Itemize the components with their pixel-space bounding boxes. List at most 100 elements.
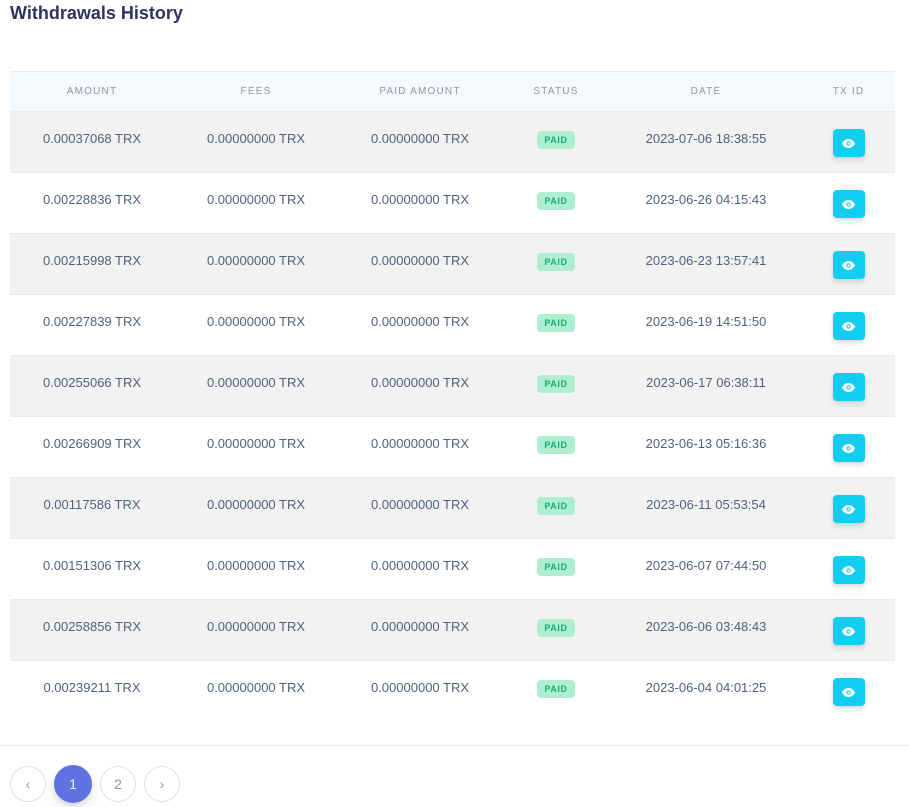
date-cell: 2023-07-06 18:38:55 — [610, 111, 802, 173]
fees-cell: 0.00000000 TRX — [174, 416, 338, 478]
table-row: 0.00151306 TRX 0.00000000 TRX 0.00000000 T… — [10, 538, 895, 600]
fees-cell: 0.00000000 TRX — [174, 477, 338, 539]
tx-id-cell — [802, 233, 895, 295]
view-tx-button[interactable] — [832, 373, 865, 401]
pagination-page-1[interactable]: 1 — [54, 765, 92, 803]
amount-cell: 0.00228836 TRX — [10, 172, 174, 234]
withdrawals-table-container: AMOUNT FEES PAID AMOUNT STATUS DATE TX I… — [10, 71, 895, 722]
status-cell: PAID — [502, 111, 610, 173]
table-header-row: AMOUNT FEES PAID AMOUNT STATUS DATE TX I… — [10, 71, 895, 112]
paid-amount-cell: 0.00000000 TRX — [338, 599, 502, 661]
eye-icon — [842, 687, 855, 697]
fees-cell: 0.00000000 TRX — [174, 599, 338, 661]
tx-id-cell — [802, 294, 895, 356]
column-header-fees: FEES — [174, 71, 338, 112]
view-tx-button[interactable] — [832, 434, 865, 462]
column-header-paid-amount: PAID AMOUNT — [338, 71, 502, 112]
table-row: 0.00255066 TRX 0.00000000 TRX 0.00000000 T… — [10, 355, 895, 417]
view-tx-button[interactable] — [832, 495, 865, 523]
withdrawals-table: AMOUNT FEES PAID AMOUNT STATUS DATE TX I… — [10, 71, 895, 722]
view-tx-button[interactable] — [832, 617, 865, 645]
tx-id-cell — [802, 538, 895, 600]
view-tx-button[interactable] — [832, 678, 865, 706]
pagination-page-2[interactable]: 2 — [100, 766, 136, 802]
amount-cell: 0.00239211 TRX — [10, 660, 174, 722]
amount-cell: 0.00266909 TRX — [10, 416, 174, 478]
paid-amount-cell: 0.00000000 TRX — [338, 477, 502, 539]
fees-cell: 0.00000000 TRX — [174, 233, 338, 295]
status-badge: PAID — [537, 253, 575, 271]
page-title: Withdrawals History — [10, 3, 183, 23]
pagination-next-button[interactable]: › — [144, 766, 180, 802]
status-cell: PAID — [502, 294, 610, 356]
paid-amount-cell: 0.00000000 TRX — [338, 172, 502, 234]
view-tx-button[interactable] — [832, 556, 865, 584]
tx-id-cell — [802, 477, 895, 539]
status-badge: PAID — [537, 619, 575, 637]
paid-amount-cell: 0.00000000 TRX — [338, 111, 502, 173]
column-header-status: STATUS — [502, 71, 610, 112]
eye-icon — [842, 565, 855, 575]
table-row: 0.00037068 TRX 0.00000000 TRX 0.00000000 T… — [10, 111, 895, 173]
amount-cell: 0.00215998 TRX — [10, 233, 174, 295]
column-header-amount: AMOUNT — [10, 71, 174, 112]
eye-icon — [842, 199, 855, 209]
eye-icon — [842, 443, 855, 453]
paid-amount-cell: 0.00000000 TRX — [338, 233, 502, 295]
amount-cell: 0.00258856 TRX — [10, 599, 174, 661]
paid-amount-cell: 0.00000000 TRX — [338, 660, 502, 722]
eye-icon — [842, 138, 855, 148]
status-badge: PAID — [537, 680, 575, 698]
date-cell: 2023-06-11 05:53:54 — [610, 477, 802, 539]
date-cell: 2023-06-07 07:44:50 — [610, 538, 802, 600]
view-tx-button[interactable] — [832, 251, 865, 279]
eye-icon — [842, 626, 855, 636]
tx-id-cell — [802, 660, 895, 722]
status-badge: PAID — [537, 375, 575, 393]
eye-icon — [842, 260, 855, 270]
status-cell: PAID — [502, 233, 610, 295]
table-row: 0.00227839 TRX 0.00000000 TRX 0.00000000 T… — [10, 294, 895, 356]
view-tx-button[interactable] — [832, 129, 865, 157]
date-cell: 2023-06-23 13:57:41 — [610, 233, 802, 295]
table-row: 0.00117586 TRX 0.00000000 TRX 0.00000000 T… — [10, 477, 895, 539]
paid-amount-cell: 0.00000000 TRX — [338, 538, 502, 600]
view-tx-button[interactable] — [832, 312, 865, 340]
footer-divider — [0, 745, 909, 746]
paid-amount-cell: 0.00000000 TRX — [338, 294, 502, 356]
amount-cell: 0.00255066 TRX — [10, 355, 174, 417]
table-body: 0.00037068 TRX 0.00000000 TRX 0.00000000 T… — [10, 111, 895, 722]
date-cell: 2023-06-17 06:38:11 — [610, 355, 802, 417]
paid-amount-cell: 0.00000000 TRX — [338, 355, 502, 417]
eye-icon — [842, 382, 855, 392]
fees-cell: 0.00000000 TRX — [174, 660, 338, 722]
amount-cell: 0.00227839 TRX — [10, 294, 174, 356]
table-row: 0.00215998 TRX 0.00000000 TRX 0.00000000 T… — [10, 233, 895, 295]
status-badge: PAID — [537, 192, 575, 210]
status-cell: PAID — [502, 538, 610, 600]
tx-id-cell — [802, 416, 895, 478]
fees-cell: 0.00000000 TRX — [174, 172, 338, 234]
tx-id-cell — [802, 355, 895, 417]
paid-amount-cell: 0.00000000 TRX — [338, 416, 502, 478]
status-cell: PAID — [502, 355, 610, 417]
status-cell: PAID — [502, 599, 610, 661]
pagination-prev-button[interactable]: ‹ — [10, 766, 46, 802]
eye-icon — [842, 504, 855, 514]
fees-cell: 0.00000000 TRX — [174, 355, 338, 417]
status-cell: PAID — [502, 416, 610, 478]
tx-id-cell — [802, 172, 895, 234]
date-cell: 2023-06-26 04:15:43 — [610, 172, 802, 234]
date-cell: 2023-06-19 14:51:50 — [610, 294, 802, 356]
amount-cell: 0.00037068 TRX — [10, 111, 174, 173]
view-tx-button[interactable] — [832, 190, 865, 218]
fees-cell: 0.00000000 TRX — [174, 111, 338, 173]
table-row: 0.00258856 TRX 0.00000000 TRX 0.00000000 T… — [10, 599, 895, 661]
table-row: 0.00266909 TRX 0.00000000 TRX 0.00000000 T… — [10, 416, 895, 478]
status-badge: PAID — [537, 436, 575, 454]
status-cell: PAID — [502, 477, 610, 539]
status-badge: PAID — [537, 497, 575, 515]
status-badge: PAID — [537, 558, 575, 576]
tx-id-cell — [802, 111, 895, 173]
fees-cell: 0.00000000 TRX — [174, 294, 338, 356]
